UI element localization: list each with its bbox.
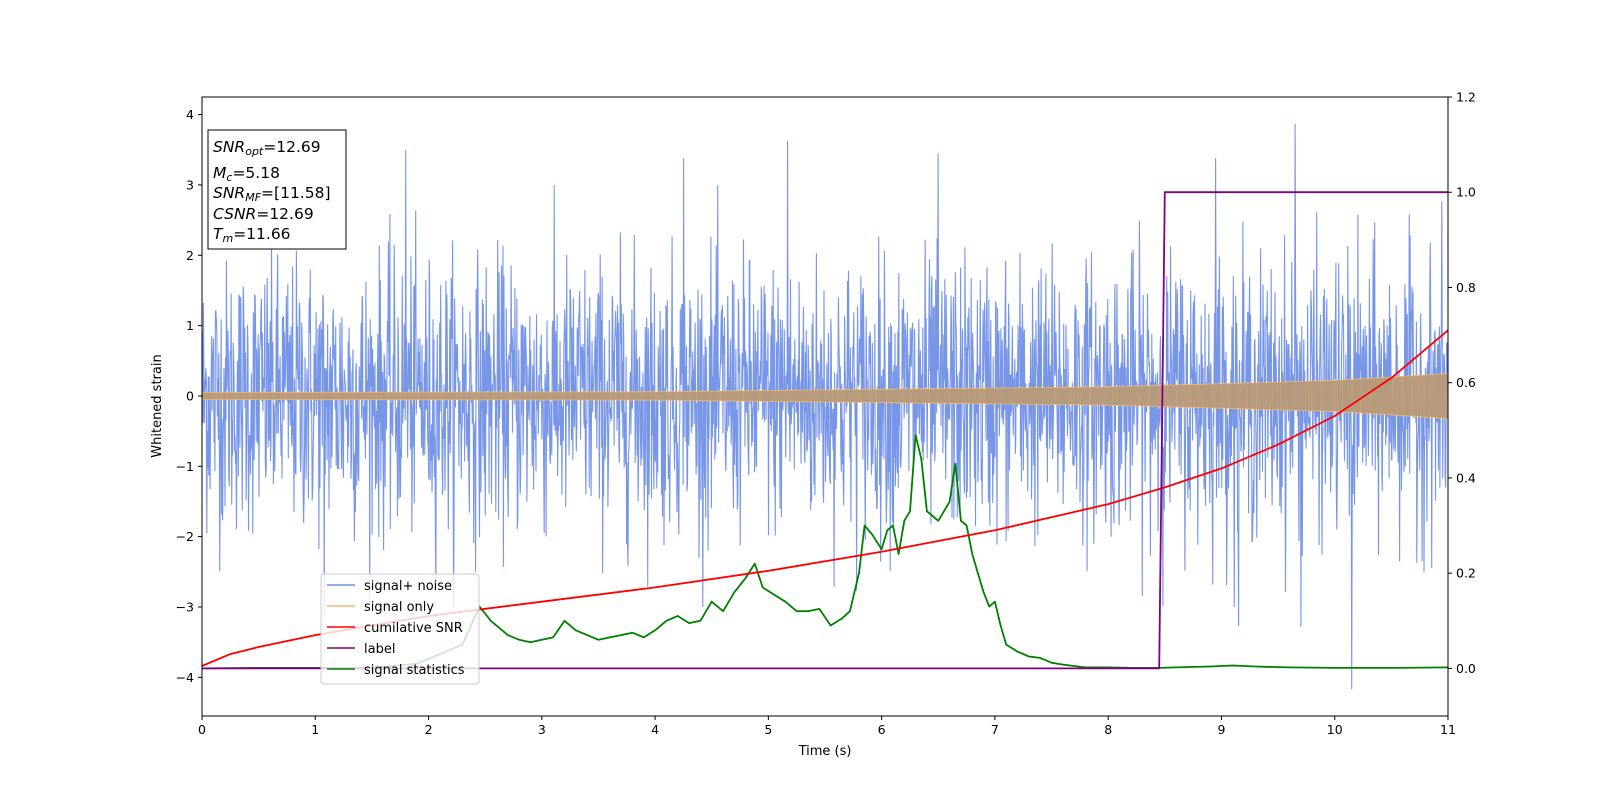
x-tick-label: 9 xyxy=(1217,722,1225,737)
y-right-tick-label: 0.8 xyxy=(1456,280,1476,295)
info-mc: Mc=5.18 xyxy=(213,164,280,184)
signal-noise-line xyxy=(202,123,1448,690)
y-left-tick-label: 0 xyxy=(186,388,194,403)
y-left-tick-label: 2 xyxy=(186,248,194,263)
legend-label-cumulative-snr: cumilative SNR xyxy=(364,621,463,636)
x-tick-label: 4 xyxy=(651,722,659,737)
y-right-tick-label: 1.0 xyxy=(1456,185,1476,200)
legend-label-label: label xyxy=(364,642,395,657)
y-left-tick-label: −3 xyxy=(176,599,194,614)
x-axis-label: Time (s) xyxy=(798,744,852,759)
x-axis: 0 1 2 3 4 5 6 7 8 9 10 11 xyxy=(198,716,1456,737)
info-tm: Tm=11.66 xyxy=(213,225,291,245)
x-tick-label: 7 xyxy=(991,722,999,737)
info-snr-mf: SNRMF=[11.58] xyxy=(213,184,331,204)
x-tick-label: 10 xyxy=(1327,722,1343,737)
y-axis-right: 0.0 0.2 0.4 0.6 0.8 1.0 1.2 xyxy=(1448,90,1476,676)
legend-label-signal-noise: signal+ noise xyxy=(364,579,452,594)
signal-only-envelope xyxy=(202,372,1448,419)
y-left-tick-label: 4 xyxy=(186,107,194,122)
legend: signal+ noise signal only cumilative SNR… xyxy=(320,573,480,685)
x-tick-label: 3 xyxy=(538,722,546,737)
y-right-tick-label: 0.0 xyxy=(1456,661,1476,676)
legend-label-signal-statistics: signal statistics xyxy=(364,663,465,678)
y-right-tick-label: 0.4 xyxy=(1456,470,1476,485)
plot-frame xyxy=(201,96,1449,717)
x-tick-label: 6 xyxy=(878,722,886,737)
label-line xyxy=(202,191,1448,670)
y-left-tick-label: 1 xyxy=(186,318,194,333)
cumulative-snr-line xyxy=(202,329,1448,667)
y-right-tick-label: 0.2 xyxy=(1456,566,1476,581)
y-axis-label: Whitened strain xyxy=(150,354,165,457)
x-tick-label: 0 xyxy=(198,722,206,737)
x-tick-label: 5 xyxy=(764,722,772,737)
info-box: SNRopt=12.69 Mc=5.18 SNRMF=[11.58] CSNR=… xyxy=(207,129,347,250)
line-series-group xyxy=(202,191,1448,670)
legend-label-signal-only: signal only xyxy=(364,600,434,615)
y-left-tick-label: 3 xyxy=(186,177,194,192)
y-left-tick-label: −4 xyxy=(176,670,194,685)
series-signal-only xyxy=(202,372,1448,419)
y-axis-left: −4 −3 −2 −1 0 1 2 3 4 xyxy=(176,107,202,685)
signal-statistics-line xyxy=(202,434,1448,670)
y-left-tick-label: −1 xyxy=(176,459,194,474)
x-tick-label: 11 xyxy=(1440,722,1456,737)
series-signal-noise xyxy=(202,123,1448,690)
x-tick-label: 1 xyxy=(311,722,319,737)
x-tick-label: 8 xyxy=(1104,722,1112,737)
info-snr-opt: SNRopt=12.69 xyxy=(213,138,321,158)
y-right-tick-label: 0.6 xyxy=(1456,375,1476,390)
info-csnr: CSNR=12.69 xyxy=(213,205,314,223)
legend-frame xyxy=(320,573,480,685)
x-tick-label: 2 xyxy=(425,722,433,737)
plot-area xyxy=(202,123,1448,690)
info-box-frame xyxy=(207,129,347,250)
y-right-tick-label: 1.2 xyxy=(1456,90,1476,105)
y-left-tick-label: −2 xyxy=(176,529,194,544)
